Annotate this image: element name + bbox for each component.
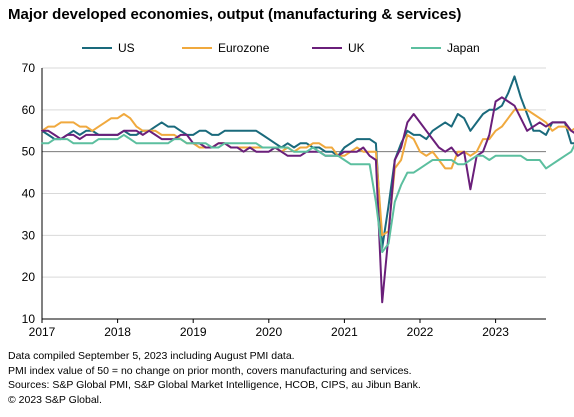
y-tick-label-20: 20 [22, 270, 36, 284]
legend-swatch-uk [312, 46, 342, 49]
y-tick-label-70: 70 [22, 61, 36, 75]
series-line-uk [41, 96, 574, 304]
y-tick-label-60: 60 [22, 103, 36, 117]
legend-label-japan: Japan [447, 41, 480, 55]
x-tick-label-2018: 2018 [104, 325, 131, 339]
x-tick-label-2017: 2017 [29, 325, 56, 339]
x-tick-label-2022: 2022 [407, 325, 434, 339]
series-line-japan [41, 133, 574, 254]
chart-notes: Data compiled September 5, 2023 includin… [8, 349, 421, 407]
x-tick-label-2021: 2021 [331, 325, 358, 339]
legend-item-eurozone: Eurozone [182, 41, 269, 55]
chart-legend: US Eurozone UK Japan [0, 41, 574, 57]
legend-item-japan: Japan [411, 41, 480, 55]
series-line-eurozone [41, 108, 574, 237]
legend-swatch-japan [411, 46, 441, 49]
legend-item-us: US [82, 41, 135, 55]
x-tick-label-2020: 2020 [255, 325, 282, 339]
legend-label-eurozone: Eurozone [218, 41, 270, 55]
series-line-us [41, 75, 574, 249]
legend-swatch-eurozone [182, 46, 212, 49]
chart-title: Major developed economies, output (manuf… [8, 6, 462, 23]
line-chart: 10 20 30 40 50 60 70 2017 2018 2019 2020 2021 2022 20… [22, 61, 574, 339]
note-pmi-definition: PMI index value of 50 = no change on pri… [8, 364, 412, 377]
legend-item-uk: UK [312, 41, 365, 55]
legend-swatch-us [82, 46, 112, 49]
note-data-compiled: Data compiled September 5, 2023 includin… [8, 350, 295, 362]
y-tick-label-50: 50 [22, 145, 36, 159]
legend-label-us: US [118, 41, 135, 55]
note-copyright: © 2023 S&P Global. [8, 393, 102, 406]
y-tick-label-10: 10 [22, 312, 36, 326]
x-tick-label-2019: 2019 [180, 325, 207, 339]
x-tick-label-2023: 2023 [482, 325, 509, 339]
note-sources: Sources: S&P Global PMI, S&P Global Mark… [8, 379, 421, 392]
y-tick-label-40: 40 [22, 187, 36, 201]
y-tick-label-30: 30 [22, 228, 36, 242]
legend-label-uk: UK [348, 41, 365, 55]
